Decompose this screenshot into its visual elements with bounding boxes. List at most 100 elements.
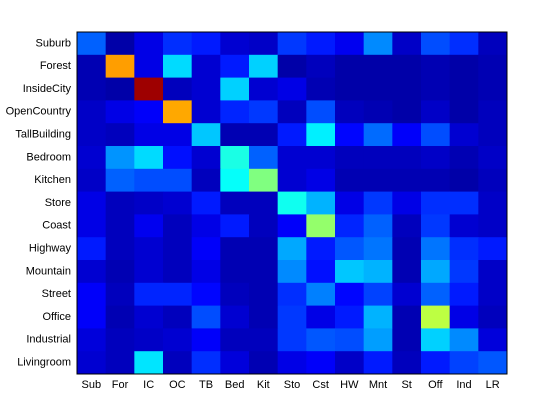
heatmap-cell — [191, 328, 221, 352]
heatmap-cell — [449, 305, 479, 329]
heatmap-cell — [249, 282, 279, 307]
heatmap-cell — [220, 32, 250, 56]
heatmap-cell — [335, 260, 365, 284]
heatmap-cell — [134, 351, 164, 375]
heatmap-cell — [392, 237, 422, 261]
heatmap-cell — [363, 191, 393, 215]
y-tick-label: Forest — [40, 60, 71, 72]
heatmap-cell — [220, 168, 250, 193]
heatmap-cell — [277, 328, 307, 352]
heatmap-cell — [478, 328, 508, 352]
heatmap-cell — [249, 191, 279, 215]
heatmap-cell — [363, 260, 393, 284]
heatmap-cell — [478, 146, 508, 170]
heatmap-cell — [363, 32, 393, 56]
heatmap-cell — [134, 123, 164, 147]
heatmap-cell — [105, 191, 135, 215]
heatmap-cell — [134, 328, 164, 352]
heatmap-cell — [478, 32, 508, 56]
heatmap-cell — [134, 77, 164, 101]
heatmap-cell — [163, 54, 193, 79]
heatmap-cell — [191, 168, 221, 193]
heatmap-cell — [249, 328, 279, 352]
heatmap-cell — [277, 214, 307, 238]
heatmap-cell — [335, 100, 365, 124]
heatmap-cell — [163, 77, 193, 101]
heatmap-cell — [392, 305, 422, 329]
heatmap-cell — [306, 100, 336, 124]
heatmap-cell — [105, 282, 135, 307]
heatmap-cell — [191, 100, 221, 124]
heatmap-cell — [478, 77, 508, 101]
heatmap-cell — [306, 260, 336, 284]
heatmap-cell — [105, 146, 135, 170]
heatmap-cell — [77, 146, 107, 170]
heatmap-cell — [335, 168, 365, 193]
heatmap-cell — [249, 168, 279, 193]
heatmap-cell — [105, 100, 135, 124]
heatmap-cell — [249, 351, 279, 375]
heatmap-cell — [449, 54, 479, 79]
x-tick-label: IC — [143, 379, 154, 391]
heatmap-cell — [163, 146, 193, 170]
heatmap-cell — [220, 305, 250, 329]
x-tick-label: OC — [169, 379, 186, 391]
heatmap-cell — [105, 351, 135, 375]
heatmap-cell — [392, 77, 422, 101]
heatmap-cell — [163, 168, 193, 193]
y-tick-label: Livingroom — [17, 357, 71, 369]
heatmap-cell — [363, 77, 393, 101]
heatmap-cell — [191, 214, 221, 238]
heatmap-cell — [277, 54, 307, 79]
heatmap-cell — [134, 100, 164, 124]
heatmap-cell — [363, 237, 393, 261]
heatmap-cell — [306, 123, 336, 147]
heatmap-cell — [105, 237, 135, 261]
heatmap-cell — [478, 282, 508, 307]
heatmap-cell — [335, 282, 365, 307]
x-tick-label: Bed — [225, 379, 245, 391]
heatmap-cell — [191, 77, 221, 101]
heatmap-cell — [392, 100, 422, 124]
y-tick-label: Street — [42, 288, 71, 300]
x-tick-label: Sto — [284, 379, 301, 391]
heatmap-cell — [335, 214, 365, 238]
heatmap-cell — [335, 237, 365, 261]
y-tick-label: Kitchen — [34, 174, 71, 186]
heatmap-cell — [277, 123, 307, 147]
x-tick-label: Cst — [312, 379, 329, 391]
heatmap-cell — [77, 168, 107, 193]
heatmap-cell — [277, 305, 307, 329]
y-tick-label: InsideCity — [23, 83, 72, 95]
heatmap-cell — [421, 32, 451, 56]
heatmap-cell — [77, 191, 107, 215]
y-tick-label: Mountain — [26, 265, 71, 277]
heatmap-cell — [478, 351, 508, 375]
heatmap-cell — [77, 32, 107, 56]
heatmap-cell — [249, 32, 279, 56]
heatmap-cell — [306, 237, 336, 261]
heatmap-cell — [220, 191, 250, 215]
heatmap-cell — [335, 77, 365, 101]
heatmap-cell — [335, 305, 365, 329]
heatmap-cell — [249, 146, 279, 170]
heatmap-cell — [335, 123, 365, 147]
heatmap-cell — [105, 168, 135, 193]
heatmap-cell — [220, 351, 250, 375]
heatmap-cell — [249, 54, 279, 79]
heatmap-cell — [77, 214, 107, 238]
y-tick-label: Store — [45, 197, 71, 209]
heatmap-cell — [220, 237, 250, 261]
y-tick-label: Industrial — [26, 334, 71, 346]
heatmap-cell — [421, 146, 451, 170]
heatmap-cell — [392, 328, 422, 352]
heatmap-cell — [277, 32, 307, 56]
heatmap-cell — [449, 260, 479, 284]
heatmap-cell — [163, 260, 193, 284]
heatmap-cell — [306, 146, 336, 170]
heatmap-cell — [163, 123, 193, 147]
heatmap-cell — [421, 351, 451, 375]
heatmap-cell — [77, 282, 107, 307]
heatmap-cell — [306, 32, 336, 56]
